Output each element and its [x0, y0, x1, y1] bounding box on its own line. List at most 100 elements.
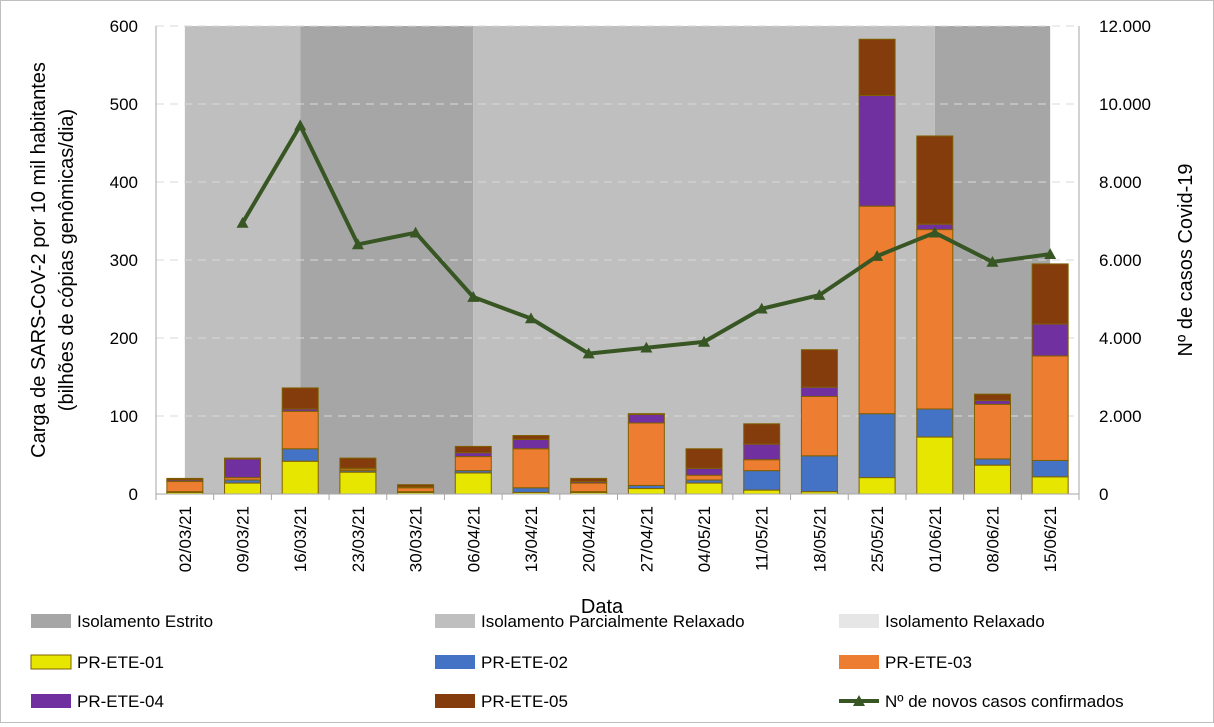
bar-pr-ete-04-12 [858, 94, 896, 207]
bar-pr-ete-02-11 [800, 455, 838, 493]
bar-pr-ete-05-2 [281, 387, 319, 410]
bar-pr-ete-05-15 [1031, 263, 1069, 325]
legend-swatch [839, 655, 879, 669]
bar-pr-ete-05-1 [224, 457, 262, 460]
bar-pr-ete-04-6 [512, 438, 550, 450]
x-tick-label: 18/05/21 [810, 506, 829, 572]
bar-pr-ete-01-10 [743, 489, 781, 495]
y-tick-label: 100 [110, 407, 138, 426]
cases-marker-9 [755, 302, 768, 314]
axes [155, 26, 1080, 500]
bar-pr-ete-01-1 [224, 482, 262, 495]
x-tick-label: 08/06/21 [983, 506, 1002, 572]
x-tick-label: 02/03/21 [176, 506, 195, 572]
y-tick-label: 300 [110, 251, 138, 270]
bar-pr-ete-04-14 [973, 399, 1011, 405]
bar-pr-ete-02-12 [858, 413, 896, 479]
legend-item-0: Isolamento Estrito [31, 612, 213, 631]
cases-marker-4 [467, 291, 480, 302]
legend-swatch [30, 654, 72, 670]
bar-pr-ete-02-13 [916, 408, 954, 438]
bar-pr-ete-04-11 [800, 386, 838, 398]
cases-marker-12 [928, 226, 941, 238]
legend-item-1: Isolamento Parcialmente Relaxado [435, 612, 745, 631]
x-tick-label: 25/05/21 [868, 506, 887, 572]
y2-tick-label: 0 [1099, 485, 1108, 504]
bar-pr-ete-03-8 [627, 422, 665, 486]
y-axis-title-line1: Carga de SARS-CoV-2 por 10 mil habitante… [28, 62, 50, 458]
bar-pr-ete-03-2 [281, 410, 319, 450]
legend-item-7: PR-ETE-05 [435, 692, 568, 711]
x-tick-label: 20/04/21 [580, 506, 599, 572]
bar-pr-ete-03-11 [800, 396, 838, 457]
y-tick-label: 200 [110, 329, 138, 348]
x-axis-title: Data [581, 596, 624, 618]
bar-pr-ete-04-5 [454, 452, 492, 458]
bar-pr-ete-05-0 [166, 477, 204, 481]
legend-label: PR-ETE-05 [481, 692, 568, 711]
y2-tick-label: 12.000 [1099, 17, 1151, 36]
y2-tick-label: 10.000 [1099, 95, 1151, 114]
x-tick-label: 23/03/21 [349, 506, 368, 572]
bar-pr-ete-01-9 [685, 482, 723, 495]
legend-label: PR-ETE-02 [481, 653, 568, 672]
bar-pr-ete-05-4 [397, 484, 435, 488]
legend-label: Isolamento Parcialmente Relaxado [481, 612, 745, 631]
x-tick-label: 06/04/21 [464, 506, 483, 572]
y2-axis-title: Nº de casos Covid-19 [1175, 164, 1197, 357]
bar-pr-ete-04-15 [1031, 323, 1069, 357]
bar-pr-ete-02-10 [743, 470, 781, 491]
legend-item-3: PR-ETE-01 [30, 653, 164, 672]
x-tick-label: 13/04/21 [522, 506, 541, 572]
bar-pr-ete-03-13 [916, 229, 954, 410]
bar-pr-ete-05-13 [916, 135, 954, 225]
x-tick-label: 04/05/21 [695, 506, 714, 572]
cases-marker-3 [409, 226, 422, 238]
legend-item-2: Isolamento Relaxado [839, 612, 1045, 631]
tick-labels: 0 100 200 300 400 500 600 0 2.000 4.000 6.000 8.000… [110, 17, 1151, 572]
legend-label: Nº de novos casos confirmados [885, 692, 1124, 711]
bar-pr-ete-05-5 [454, 445, 492, 454]
bar-pr-ete-02-2 [281, 448, 319, 462]
bar-pr-ete-02-14 [973, 458, 1011, 466]
y2-tick-label: 6.000 [1099, 251, 1142, 270]
cases-marker-6 [582, 347, 595, 359]
cases-line [236, 119, 1057, 359]
bar-pr-ete-05-6 [512, 435, 550, 440]
x-tick-label: 15/06/21 [1041, 506, 1060, 572]
y-tick-label: 600 [110, 17, 138, 36]
y2-tick-label: 8.000 [1099, 173, 1142, 192]
cases-marker-2 [351, 238, 364, 250]
bar-pr-ete-03-4 [397, 487, 435, 493]
bar-pr-ete-02-15 [1031, 459, 1069, 478]
legend-label: PR-ETE-04 [77, 692, 164, 711]
bar-pr-ete-01-5 [454, 472, 492, 495]
bar-pr-ete-04-1 [224, 458, 262, 479]
bar-pr-ete-05-3 [339, 457, 377, 469]
cases-marker-14 [1044, 248, 1057, 259]
legend-swatch [839, 614, 879, 628]
y-axis-title-line2: (bilhões de cópias genômicas/dia) [56, 109, 78, 411]
bar-pr-ete-03-0 [166, 481, 204, 493]
y-tick-label: 0 [129, 485, 138, 504]
x-tick-label: 30/03/21 [407, 506, 426, 572]
legend-item-8: Nº de novos casos confirmados [839, 692, 1124, 711]
bar-pr-ete-03-12 [858, 205, 896, 415]
cases-marker-8 [698, 335, 711, 347]
bar-pr-ete-03-10 [743, 459, 781, 472]
bar-pr-ete-01-13 [916, 436, 954, 495]
bar-pr-ete-05-12 [858, 38, 896, 96]
bar-pr-ete-03-15 [1031, 355, 1069, 461]
bar-pr-ete-01-12 [858, 477, 896, 495]
x-tick-label: 16/03/21 [291, 506, 310, 572]
bar-pr-ete-03-14 [973, 403, 1011, 460]
bar-pr-ete-03-5 [454, 456, 492, 472]
bar-pr-ete-05-14 [973, 393, 1011, 401]
x-tick-label: 27/04/21 [637, 506, 656, 572]
bar-pr-ete-01-3 [339, 471, 377, 495]
legend: Isolamento Estrito Isolamento Parcialment… [30, 612, 1124, 711]
legend-label: Isolamento Relaxado [885, 612, 1045, 631]
legend-item-6: PR-ETE-04 [31, 692, 164, 711]
